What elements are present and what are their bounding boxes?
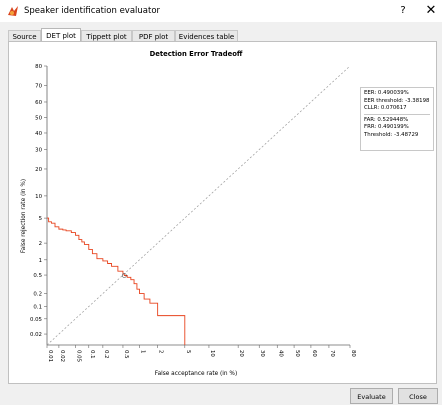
eer-threshold-value: EER threshold: -3.38198: [364, 97, 430, 104]
app-icon: [8, 6, 18, 16]
close-button[interactable]: Close: [398, 388, 438, 404]
stats-divider: [364, 113, 430, 115]
title-bar: Speaker identification evaluator ? ✕: [0, 0, 442, 22]
window-title: Speaker identification evaluator: [24, 6, 161, 16]
eer-value: EER: 0.490039%: [364, 90, 409, 96]
tab-det-plot[interactable]: DET plot: [41, 28, 81, 42]
tab-evidences-table[interactable]: Evidences table: [175, 30, 238, 42]
tab-source[interactable]: Source: [8, 30, 41, 42]
tab-pdf-plot[interactable]: PDF plot: [132, 30, 175, 42]
close-window-button[interactable]: ✕: [425, 3, 437, 18]
evaluate-button[interactable]: Evaluate: [350, 388, 393, 404]
frr-value: FRR: 0.490199%: [364, 124, 409, 131]
help-button[interactable]: ?: [400, 5, 406, 16]
statistics-box: EER: 0.490039% EER threshold: -3.38198 C…: [360, 87, 434, 151]
cllr-value: CLLR: 0.070617: [364, 105, 407, 112]
far-value: FAR: 0.529448%: [364, 116, 409, 123]
tab-tippett-plot[interactable]: Tippett plot: [81, 30, 132, 42]
threshold-value: Threshold: -3.48729: [364, 131, 419, 138]
